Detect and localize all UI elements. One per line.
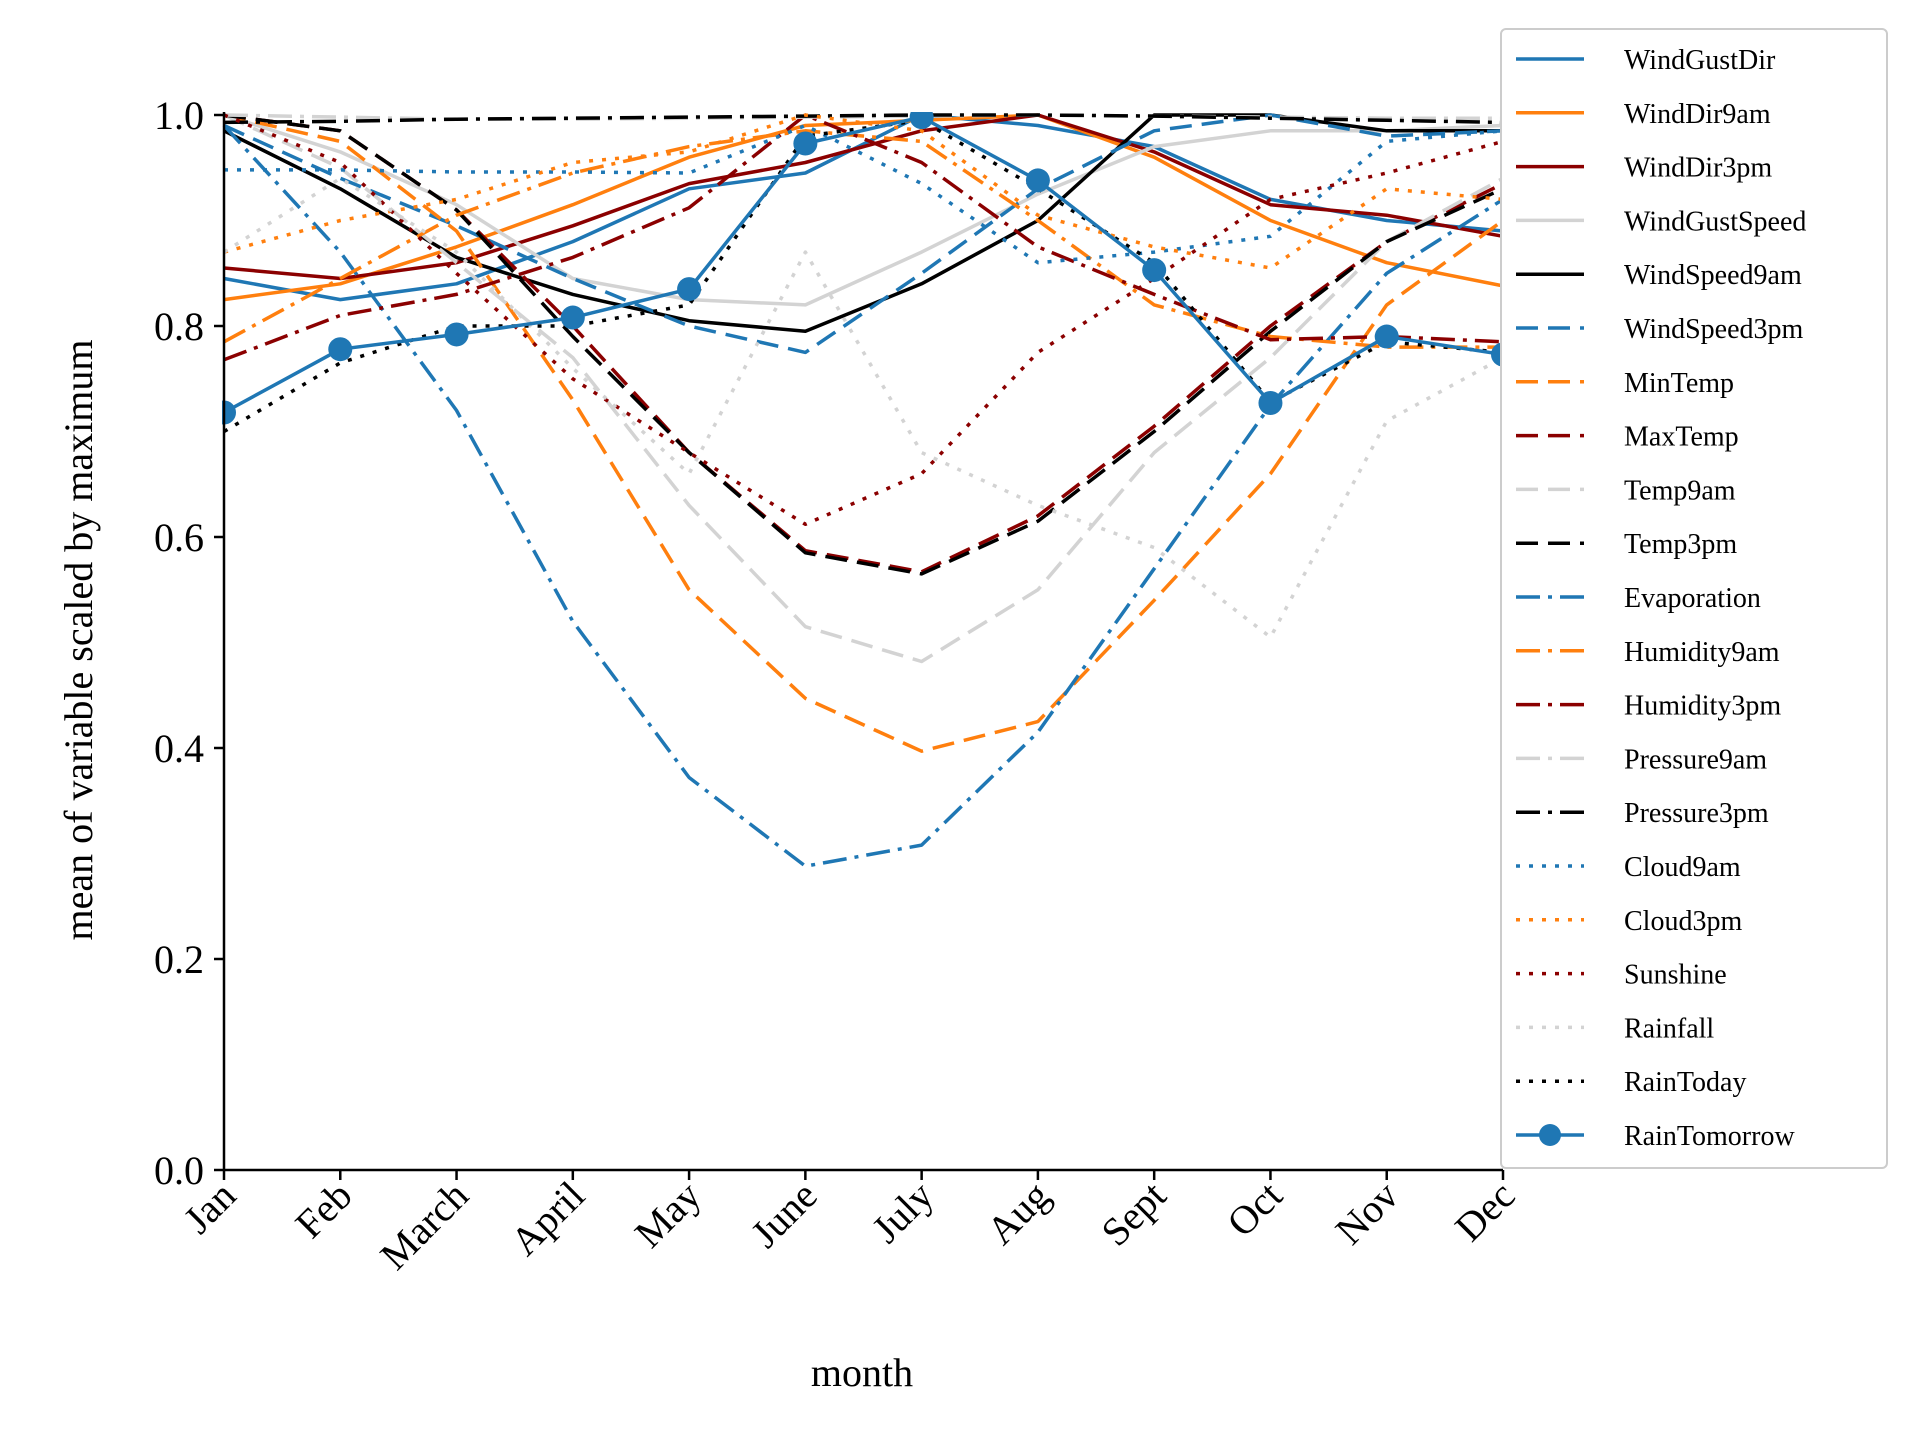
series-line-humidity3pm [223,113,1502,362]
y-tick-label: 0.2 [154,937,204,982]
legend-label-windspeed3pm: WindSpeed3pm [1624,314,1804,345]
series-line-sunshine [223,113,1502,527]
series-point-raintomorrow [1258,391,1283,416]
series-line-temp3pm [223,113,1502,576]
legend-label-rainfall: Rainfall [1624,1013,1714,1044]
series-line-cloud3pm [223,113,1502,270]
x-tick-label: June [742,1173,826,1257]
legend-label-windspeed9am: WindSpeed9am [1624,260,1802,291]
legend-label-maxtemp: MaxTemp [1624,422,1739,453]
series-point-raintomorrow [909,112,934,130]
series-layer [222,112,1502,868]
series-line-rainfall [223,176,1502,639]
series-point-raintomorrow [793,131,818,156]
series-point-raintomorrow [677,277,702,302]
series-point-raintomorrow [1374,324,1399,349]
legend-label-cloud3pm: Cloud3pm [1624,906,1742,937]
series-point-raintomorrow [560,305,585,330]
series-line-winddir3pm [223,113,1502,281]
y-tick-label: 0.0 [154,1148,204,1193]
legend-label-raintoday: RainToday [1624,1067,1746,1098]
series-point-raintomorrow [222,400,236,425]
legend-label-windgustspeed: WindGustSpeed [1624,206,1806,237]
series-line-mintemp [223,113,1502,753]
legend-label-humidity9am: Humidity9am [1624,637,1780,668]
y-tick-label: 0.8 [154,304,204,349]
x-tick-label: Nov [1327,1173,1408,1254]
series-point-raintomorrow [328,337,353,362]
series-line-evaporation [222,124,1502,868]
series-point-raintomorrow [1142,258,1167,283]
y-tick-label: 0.6 [154,515,204,560]
x-tick-label: May [626,1173,710,1257]
legend-label-temp9am: Temp9am [1624,475,1736,506]
legend-label-raintomorrow: RainTomorrow [1624,1121,1795,1152]
series-line-raintoday [223,118,1502,434]
x-tick-label: Sept [1092,1173,1174,1255]
x-ticks: Jan Feb March April May June July Aug Sept Oct Nov… [175,1170,1523,1279]
legend-marker [1539,1124,1561,1146]
y-axis-title: mean of variable scaled by maximum [56,340,101,941]
legend-label-evaporation: Evaporation [1624,583,1761,614]
series-line-winddir9am [223,113,1502,302]
x-tick-label: April [502,1173,594,1265]
legend-label-pressure3pm: Pressure3pm [1624,798,1769,829]
x-tick-label: Aug [978,1173,1059,1254]
series-point-raintomorrow [1491,342,1502,367]
legend-label-mintemp: MinTemp [1624,368,1734,399]
series-line-humidity9am [223,129,1502,349]
series-point-raintomorrow [1025,168,1050,193]
series-line-cloud9am [224,123,1502,265]
x-tick-label: July [863,1173,942,1252]
legend: WindGustDir WindDir9am WindDir3pm WindGustS… [1500,28,1888,1169]
x-tick-label: Feb [286,1173,360,1247]
legend-label-temp3pm: Temp3pm [1624,529,1737,560]
legend-label-cloud9am: Cloud9am [1624,852,1741,883]
legend-frame [1500,28,1888,1169]
series-line-raintomorrow [223,115,1502,415]
legend-label-sunshine: Sunshine [1624,960,1727,991]
x-tick-label: Dec [1446,1173,1523,1250]
series-line-windgustdir [223,113,1502,302]
x-tick-label: March [371,1173,477,1279]
x-axis-title: month [811,1350,913,1395]
legend-label-windgustdir: WindGustDir [1624,45,1776,76]
series-line-pressure3pm [223,113,1502,125]
axes [222,112,1503,1172]
y-tick-label: 1.0 [154,93,204,138]
series-line-temp9am [223,113,1502,664]
y-tick-label: 0.4 [154,726,204,771]
legend-label-winddir9am: WindDir9am [1624,99,1771,130]
legend-label-humidity3pm: Humidity3pm [1624,691,1781,722]
legend-label-winddir3pm: WindDir3pm [1624,153,1772,184]
legend-label-pressure9am: Pressure9am [1624,744,1767,775]
y-ticks: 0.0 0.2 0.4 0.6 0.8 1.0 [154,93,224,1193]
series-point-raintomorrow [444,322,469,347]
x-tick-label: Oct [1218,1173,1291,1246]
